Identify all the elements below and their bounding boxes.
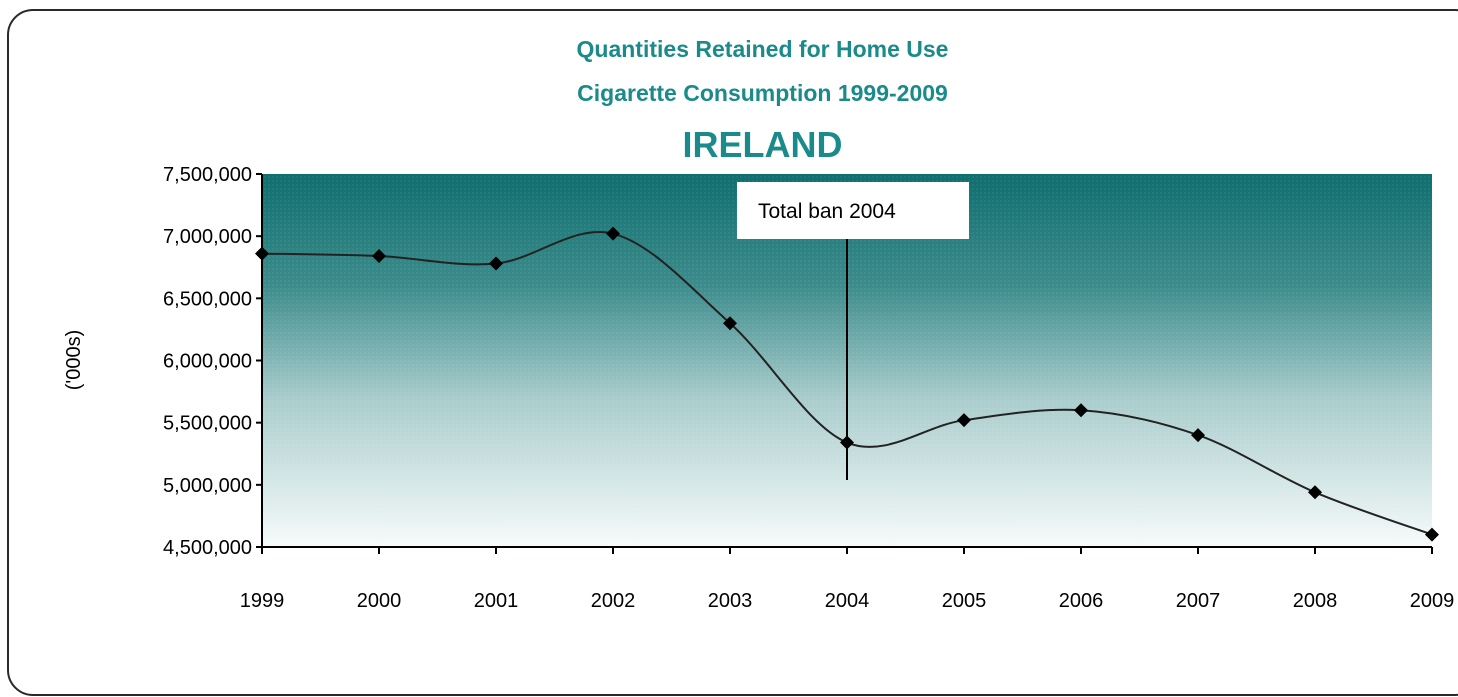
y-axis: 4,500,000 5,000,000 5,500,000 6,000,000 6,50… — [163, 164, 263, 559]
data-point-marker — [1191, 428, 1205, 443]
x-tick-label: 2003 — [708, 590, 753, 612]
y-tick-label: 7,000,000 — [163, 226, 252, 248]
y-tick-label: 5,000,000 — [163, 475, 252, 497]
annotation-text: Total ban 2004 — [758, 200, 896, 223]
y-tick-label: 5,500,000 — [163, 413, 252, 435]
x-tick-label: 2007 — [1176, 590, 1221, 612]
x-tick-label: 2008 — [1293, 590, 1338, 612]
data-point-marker — [606, 226, 620, 241]
x-tick-label: 2001 — [474, 590, 519, 612]
x-tick-label: 2006 — [1059, 590, 1104, 612]
x-tick-label: 2005 — [942, 590, 987, 612]
chart-title-line-1: Quantities Retained for Home Use — [576, 36, 949, 62]
annotation-box — [737, 182, 969, 239]
data-point-marker — [723, 316, 737, 331]
x-tick-label: 1999 — [240, 590, 285, 612]
data-point-marker — [489, 256, 503, 271]
x-tick-label: 2000 — [357, 590, 402, 612]
x-tick-label: 2002 — [591, 590, 636, 612]
x-axis: 1999 2000 2001 2002 2003 2004 2005 2006 2007 2008… — [240, 546, 1455, 612]
chart-title-country: IRELAND — [682, 124, 843, 165]
x-tick-label: 2009 — [1410, 590, 1455, 612]
data-point-marker — [372, 249, 386, 264]
y-axis-label: ('000s) — [63, 330, 85, 391]
y-tick-label: 7,500,000 — [163, 164, 252, 186]
series-markers — [255, 226, 1439, 542]
y-tick-label: 6,000,000 — [163, 351, 252, 373]
data-point-marker — [1425, 527, 1439, 542]
data-point-marker — [957, 413, 971, 428]
data-point-marker — [1074, 403, 1088, 418]
data-point-marker — [255, 246, 269, 261]
y-tick-label: 4,500,000 — [163, 537, 252, 559]
data-point-marker — [1308, 485, 1322, 500]
chart-title-line-2: Cigarette Consumption 1999-2009 — [577, 80, 948, 106]
x-tick-label: 2004 — [825, 590, 870, 612]
y-tick-label: 6,500,000 — [163, 288, 252, 310]
